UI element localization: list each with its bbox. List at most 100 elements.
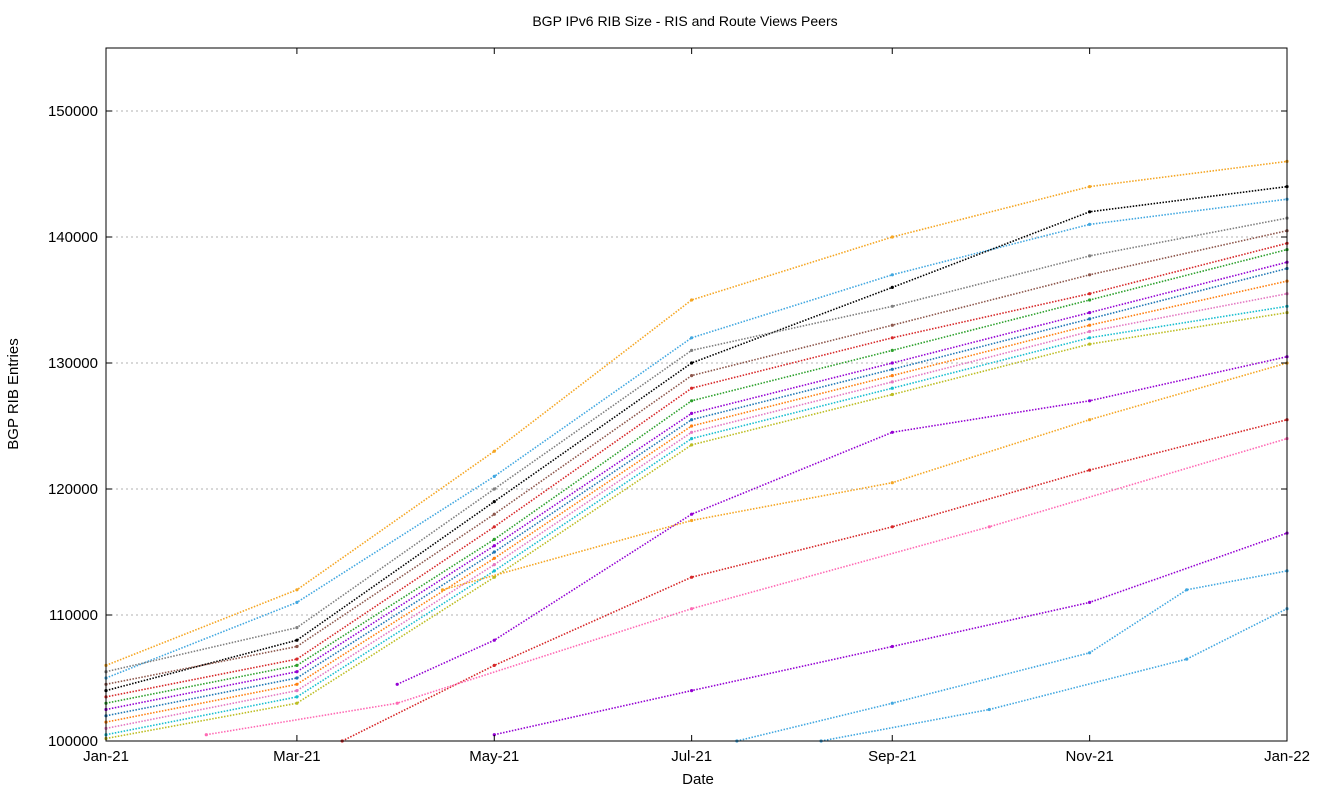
series-13-point (1088, 254, 1092, 258)
series-6-point (1088, 311, 1092, 315)
y-tick-label: 130000 (48, 355, 98, 372)
x-tick-label: Nov-21 (1065, 748, 1113, 765)
series-3-point (690, 361, 694, 365)
series-4-point (890, 336, 894, 340)
series-14-point (492, 663, 496, 668)
y-tick-label: 150000 (48, 103, 98, 120)
series-16-point (1088, 600, 1092, 605)
series-19-point (1088, 418, 1092, 422)
series-18-point (1185, 657, 1189, 661)
series-16-point (890, 644, 894, 649)
series-11-point (890, 392, 894, 397)
chart-title: BGP IPv6 RIB Size - RIS and Route Views … (532, 13, 837, 29)
series-19-point (890, 481, 894, 485)
series-4-point (295, 657, 299, 661)
series-10-point (295, 695, 299, 699)
series-1-point (1088, 185, 1092, 189)
series-1-point (295, 588, 299, 592)
series-6-point (492, 544, 496, 548)
series-15-point (395, 682, 399, 686)
series-13-point (295, 626, 299, 630)
series-5-point (890, 348, 894, 352)
series-11-point (295, 701, 299, 705)
series-12-point (492, 512, 496, 516)
series-7-point (295, 676, 299, 680)
series-7-point (890, 367, 894, 371)
series-14-point (1088, 468, 1092, 472)
series-11-point (1088, 342, 1092, 346)
series-4-point (1088, 292, 1092, 296)
series-1-point (890, 235, 894, 239)
series-15-point (690, 512, 694, 516)
series-9-point (492, 563, 496, 567)
series-5-point (1088, 298, 1092, 302)
series-15-point (492, 638, 496, 642)
series-7-point (1088, 317, 1092, 321)
y-tick-label: 110000 (49, 607, 98, 624)
series-2-point (690, 336, 694, 340)
series-12-point (1088, 273, 1092, 277)
series-11-point (492, 575, 496, 579)
series-17-point (890, 701, 894, 705)
grid-lines (106, 110, 1287, 616)
series-5-point (295, 663, 299, 668)
series-14-point (690, 575, 694, 579)
series-5-point (492, 537, 496, 542)
y-tick-label: 140000 (48, 229, 98, 246)
series-1-point (492, 449, 496, 453)
series-2-point (1088, 222, 1092, 226)
series-layer (104, 159, 1289, 743)
x-tick-label: Mar-21 (273, 748, 321, 765)
series-15-point (890, 430, 894, 434)
x-tick-label: Jan-21 (83, 748, 129, 765)
series-3-point (492, 500, 496, 504)
x-tick-label: Jan-22 (1264, 748, 1310, 765)
series-12-point (690, 374, 694, 378)
x-tick-label: May-21 (469, 748, 519, 765)
y-axis-ticks: 100000 110000 120000 130000 140000 150000 (48, 103, 1287, 750)
plot-frame (105, 47, 1288, 742)
series-17-point (1088, 651, 1092, 655)
series-19-point (440, 588, 445, 592)
series-9-point (1088, 329, 1092, 334)
series-12-point (295, 644, 299, 649)
series-10-point (690, 437, 694, 441)
x-axis-ticks: Jan-21 Mar-21 May-21 Jul-21 Sep-21 Nov-21 Jan-… (83, 48, 1310, 765)
series-17-point (1185, 588, 1189, 592)
series-11-point (690, 443, 694, 447)
series-10-point (492, 569, 496, 573)
series-2-point (890, 273, 894, 277)
series-8-point (492, 556, 496, 560)
series-13-point (492, 487, 496, 491)
series-19-point (690, 518, 694, 523)
x-axis-label: Date (682, 771, 714, 788)
series-8-point (890, 374, 894, 378)
series-14-point (890, 525, 894, 529)
series-6-point (295, 670, 299, 674)
series-9-point (890, 380, 894, 384)
series-10-point (1088, 336, 1092, 340)
series-3-point (295, 638, 299, 642)
series-8-point (1088, 323, 1092, 327)
series-2-point (492, 474, 496, 478)
series-7-point (690, 418, 694, 422)
series-1-point (690, 298, 694, 302)
series-15-point (1088, 399, 1092, 403)
y-axis-label: BGP RIB Entries (5, 338, 22, 449)
series-7-point (492, 550, 496, 554)
series-13-point (890, 304, 894, 308)
series-9-point (690, 430, 694, 434)
series-8-point (690, 424, 694, 428)
series-20-point (690, 607, 694, 611)
series-12-point (890, 323, 894, 327)
series-16-point (492, 733, 496, 737)
x-tick-label: Sep-21 (868, 748, 916, 765)
series-3-point (1088, 210, 1092, 214)
series-20-point (395, 701, 399, 705)
series-3-point (890, 285, 894, 289)
x-tick-label: Jul-21 (671, 748, 712, 765)
series-18-point (987, 707, 991, 712)
series-16-point (690, 689, 694, 693)
